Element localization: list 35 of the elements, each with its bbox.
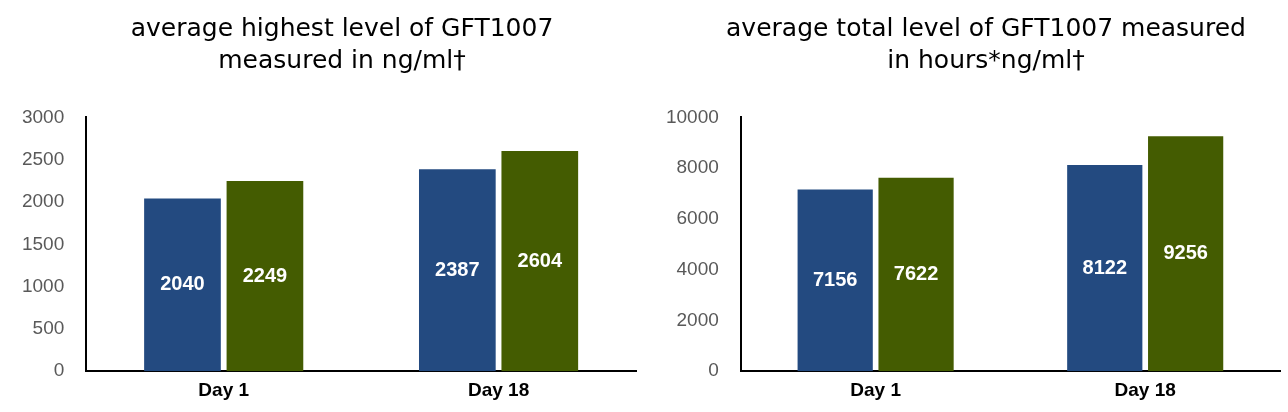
data-label: 2249 (242, 263, 288, 286)
bar (226, 180, 304, 372)
y-tick-label: 500 (32, 317, 65, 339)
y-tick-label: 10000 (665, 105, 719, 127)
data-label: 9256 (1163, 241, 1208, 264)
x-tick-label: Day 1 (850, 378, 902, 400)
y-tick-label: 2500 (21, 147, 65, 169)
data-label: 2387 (435, 257, 480, 280)
y-tick-label: 0 (708, 359, 719, 381)
x-tick-label: Day 1 (198, 378, 250, 400)
x-tick-label: Day 18 (1114, 378, 1176, 400)
y-tick-label: 0 (53, 359, 65, 381)
y-tick-label: 8000 (676, 156, 719, 178)
data-label: 2040 (160, 272, 205, 295)
x-tick-label: Day 18 (467, 378, 530, 400)
y-tick-label: 4000 (676, 257, 719, 279)
bar (878, 177, 954, 372)
y-tick-label: 1500 (21, 232, 65, 254)
chart-title: average highest level of GFT1007 measured in ng/ml† (129, 12, 555, 76)
data-label: 2604 (517, 248, 563, 271)
bar (144, 198, 221, 372)
bar (797, 189, 873, 372)
y-tick-label: 3000 (21, 105, 65, 127)
bar (1148, 136, 1224, 372)
data-label: 7622 (893, 261, 939, 284)
bar (418, 169, 496, 372)
y-tick-label: 2000 (21, 190, 65, 212)
bar (1067, 165, 1143, 372)
y-tick-label: 6000 (676, 207, 719, 229)
data-label: 7156 (812, 267, 858, 290)
data-label: 8122 (1082, 255, 1128, 278)
chart-title: average total level of GFT1007 measured in hours*ng/ml† (725, 12, 1247, 76)
y-tick-label: 2000 (676, 308, 719, 330)
bar (501, 150, 579, 372)
y-tick-label: 1000 (21, 274, 65, 296)
